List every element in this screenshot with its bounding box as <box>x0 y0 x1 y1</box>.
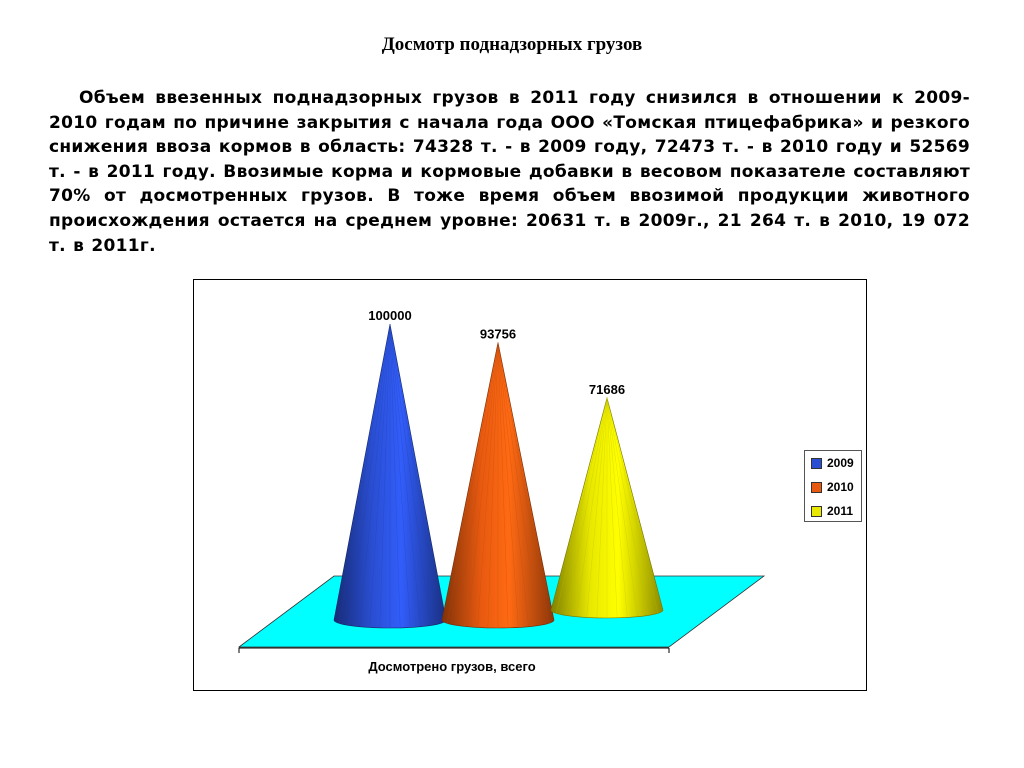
description-paragraph: Объем ввезенных поднадзорных грузов в 20… <box>49 88 970 256</box>
legend-swatch-2010 <box>811 481 822 493</box>
page-title: Досмотр поднадзорных грузов <box>381 34 643 55</box>
data-label-2011: 71686 <box>589 382 625 397</box>
cone-facet-line <box>338 323 391 624</box>
cone-facet-line <box>389 323 421 627</box>
cone-facet-line <box>596 397 608 618</box>
cone-facet-line <box>497 342 509 628</box>
legend-item-2010: 2010 <box>811 480 854 494</box>
cone-facet-line <box>457 342 499 626</box>
cone-facet-line <box>389 323 401 628</box>
chart-area: 100000 93756 71686 Досмотрено грузов, всег… <box>193 279 867 691</box>
cone-facet-line <box>497 342 519 628</box>
cone-facet-line <box>497 342 529 627</box>
cone-facet-line <box>606 397 659 614</box>
legend-swatch-2009 <box>811 457 822 469</box>
cone-facet-line <box>576 397 608 617</box>
data-label-2009: 100000 <box>368 308 411 323</box>
cone-facet-line <box>467 342 499 627</box>
cone-facet-line <box>379 323 391 628</box>
legend-label-2011: 2011 <box>827 504 854 518</box>
cone-facet-line <box>389 323 442 624</box>
cone-facet-line <box>566 397 608 616</box>
legend-label-2010: 2010 <box>827 480 854 494</box>
cone-facet-line <box>606 397 638 617</box>
cone-facet-line <box>349 323 391 626</box>
cone-facet-line <box>586 397 608 618</box>
legend-label-2009: 2009 <box>827 456 854 470</box>
cone-facet-line <box>446 342 499 624</box>
cone-facet-line <box>477 342 499 628</box>
cone-facet-line <box>606 397 648 616</box>
cone-facet-line <box>487 342 499 628</box>
cone-facet-line <box>606 397 618 618</box>
cone-chart: 100000 93756 71686 Досмотрено грузов, всег… <box>237 308 766 674</box>
cone-facet-line <box>606 397 628 618</box>
cone-facet-line <box>555 397 608 614</box>
cone-facet-line <box>497 342 550 624</box>
cone-facet-line <box>369 323 391 628</box>
legend-swatch-2011 <box>811 505 822 517</box>
legend-item-2009: 2009 <box>811 456 854 470</box>
chart-legend: 2009 2010 2011 <box>804 450 862 522</box>
cone-facet-line <box>359 323 391 627</box>
x-axis-label: Досмотрено грузов, всего <box>368 659 535 674</box>
data-label-2010: 93756 <box>480 326 516 341</box>
cone-facet-line <box>389 323 411 628</box>
cone-facet-line <box>497 342 539 626</box>
cone-facet-line <box>389 323 431 626</box>
legend-item-2011: 2011 <box>811 504 853 518</box>
